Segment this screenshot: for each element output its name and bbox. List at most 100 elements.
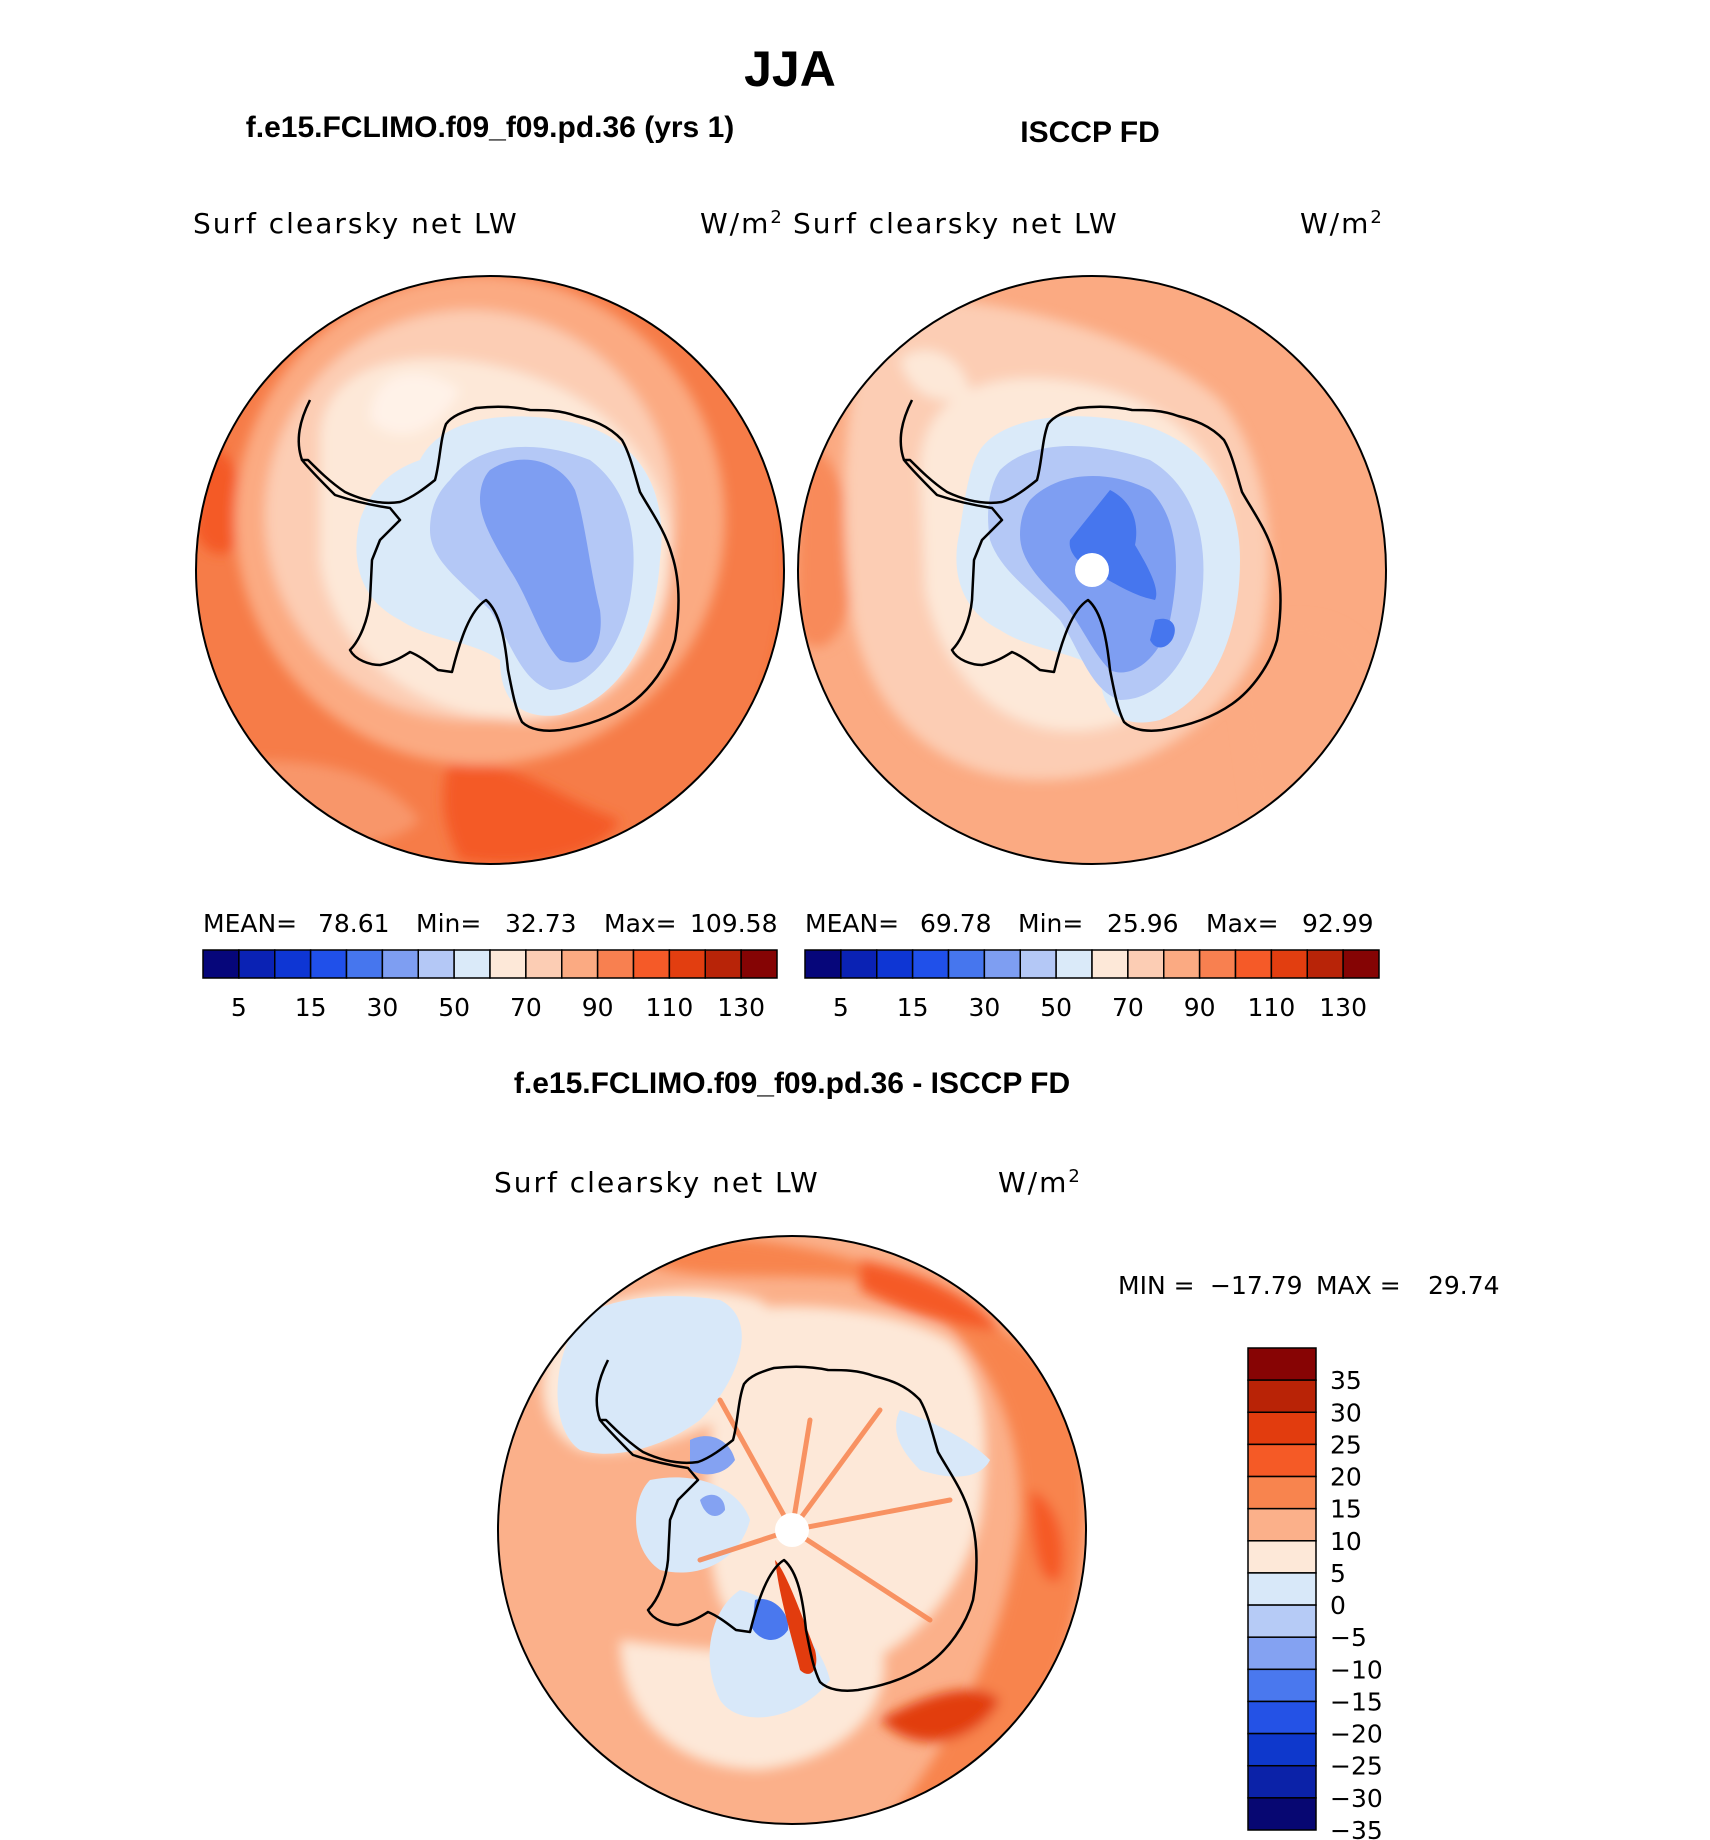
colorbar-box (1306, 949, 1344, 979)
panel-difference-stats: MIN = −17.79 MAX = 29.74 (1118, 1271, 1500, 1300)
panel-model-boundary (195, 275, 785, 865)
panel-model-map (196, 276, 784, 864)
colorbar-tick-label: 5 (1330, 1559, 1346, 1588)
colorbar-box (804, 949, 842, 979)
colorbar-box (1342, 949, 1380, 979)
panel-observation-title: ISCCP FD (1020, 116, 1159, 149)
panel-difference-max-value: 29.74 (1428, 1271, 1500, 1300)
colorbar-box (1127, 949, 1165, 979)
colorbar-box (1247, 1411, 1317, 1446)
panel-model-colorbar: 5 15 30 50 70 90 110 130 (202, 949, 778, 1022)
colorbar-box (453, 949, 491, 979)
colorbar-tick-label: 50 (1040, 993, 1072, 1022)
panel-observation-map (798, 276, 1386, 864)
colorbar-box (1091, 949, 1129, 979)
colorbar-box (740, 949, 778, 979)
panel-model-stats: MEAN= 78.61 Min= 32.73 Max= 109.58 (203, 909, 777, 938)
panel-observation-stats: MEAN= 69.78 Min= 25.96 Max= 92.99 (805, 909, 1374, 938)
panel-model-units-sup: 2 (770, 207, 783, 228)
colorbar-box (561, 949, 599, 979)
colorbar-tick-label: −10 (1330, 1655, 1383, 1684)
colorbar-box (1247, 1797, 1317, 1831)
colorbar-box (704, 949, 742, 979)
colorbar-box (1247, 1540, 1317, 1574)
panel-model-variable: Surf clearsky net LW (193, 207, 519, 240)
colorbar-tick-label: 70 (510, 993, 542, 1022)
colorbar-tick-label: 130 (717, 993, 765, 1022)
colorbar-tick-label: 15 (897, 993, 929, 1022)
panel-difference-title: f.e15.FCLIMO.f09_f09.pd.36 - ISCCP FD (514, 1067, 1070, 1100)
panel-difference-min-value: −17.79 (1210, 1271, 1303, 1300)
colorbar-box (840, 949, 878, 979)
colorbar-box (525, 949, 563, 979)
colorbar-tick-label: −20 (1330, 1720, 1383, 1749)
colorbar-box (911, 949, 950, 979)
panel-model-max-value: 109.58 (690, 909, 777, 938)
colorbar-box (1247, 1572, 1317, 1606)
panel-model-min-value: 32.73 (505, 909, 577, 938)
panel-difference-map (498, 1236, 1086, 1824)
panel-difference-units: W/m2 (998, 1166, 1082, 1199)
panel-model-max-label: Max= (604, 909, 677, 938)
panel-observation-units: W/m2 (1300, 207, 1384, 240)
colorbar-tick-label: 110 (646, 993, 694, 1022)
panel-observation-min-label: Min= (1018, 909, 1083, 938)
panel-observation: ISCCP FD Surf clearsky net LW W/m2 MEAN= (793, 116, 1387, 1022)
colorbar-box (1270, 949, 1308, 979)
colorbar-tick-label: 110 (1248, 993, 1296, 1022)
colorbar-box (202, 949, 240, 979)
colorbar-tick-label: 15 (1330, 1495, 1362, 1524)
colorbar-box (947, 949, 986, 979)
panel-model-mean-label: MEAN= (203, 909, 297, 938)
colorbar-tick-label: 90 (1184, 993, 1216, 1022)
colorbar-tick-label: 30 (1330, 1398, 1362, 1427)
colorbar-box (632, 949, 671, 979)
colorbar-tick-label: −15 (1330, 1687, 1383, 1716)
panel-difference-max-label: MAX = (1316, 1271, 1401, 1300)
colorbar-tick-label: 10 (1330, 1527, 1362, 1556)
colorbar-box (489, 949, 527, 979)
colorbar-box (1198, 949, 1237, 979)
colorbar-box (1247, 1764, 1317, 1799)
colorbar-tick-label: −5 (1330, 1623, 1367, 1652)
colorbar-box (345, 949, 384, 979)
panel-model: f.e15.FCLIMO.f09_f09.pd.36 (yrs 1) Surf … (193, 111, 785, 1022)
colorbar-tick-label: 20 (1330, 1463, 1362, 1492)
colorbar-tick-label: 5 (833, 993, 849, 1022)
colorbar-tick-label: −30 (1330, 1784, 1383, 1813)
colorbar-box (1247, 1604, 1317, 1638)
colorbar-box (983, 949, 1021, 979)
colorbar-box (1163, 949, 1201, 979)
colorbar-box (1247, 1347, 1317, 1381)
panel-model-units: W/m2 (700, 207, 784, 240)
panel-observation-units-sup: 2 (1370, 207, 1383, 228)
colorbar-tick-label: 15 (295, 993, 327, 1022)
colorbar-tick-label: 25 (1330, 1430, 1362, 1459)
panel-observation-min-value: 25.96 (1107, 909, 1179, 938)
colorbar-box (1019, 949, 1057, 979)
colorbar-tick-label: 30 (968, 993, 1000, 1022)
colorbar-box (1247, 1379, 1317, 1414)
colorbar-tick-label: 90 (582, 993, 614, 1022)
colorbar-tick-label: 130 (1319, 993, 1367, 1022)
panel-observation-max-label: Max= (1206, 909, 1279, 938)
colorbar-box (1247, 1636, 1317, 1671)
panel-observation-max-value: 92.99 (1302, 909, 1374, 938)
panel-model-mean-value: 78.61 (318, 909, 390, 938)
panel-difference-min-label: MIN = (1118, 1271, 1195, 1300)
colorbar-box (1234, 949, 1273, 979)
colorbar-box (1247, 1732, 1317, 1767)
panel-model-title: f.e15.FCLIMO.f09_f09.pd.36 (yrs 1) (246, 111, 735, 144)
colorbar-tick-label: 70 (1112, 993, 1144, 1022)
colorbar-box (1247, 1668, 1317, 1703)
colorbar-box (417, 949, 455, 979)
colorbar-box (381, 949, 419, 979)
colorbar-box (1247, 1475, 1317, 1510)
colorbar-box (876, 949, 914, 979)
colorbar-box (274, 949, 312, 979)
panel-observation-boundary (797, 275, 1387, 865)
colorbar-tick-label: 30 (366, 993, 398, 1022)
colorbar-tick-label: 35 (1330, 1366, 1362, 1395)
panel-model-units-base: W/m (700, 207, 770, 240)
